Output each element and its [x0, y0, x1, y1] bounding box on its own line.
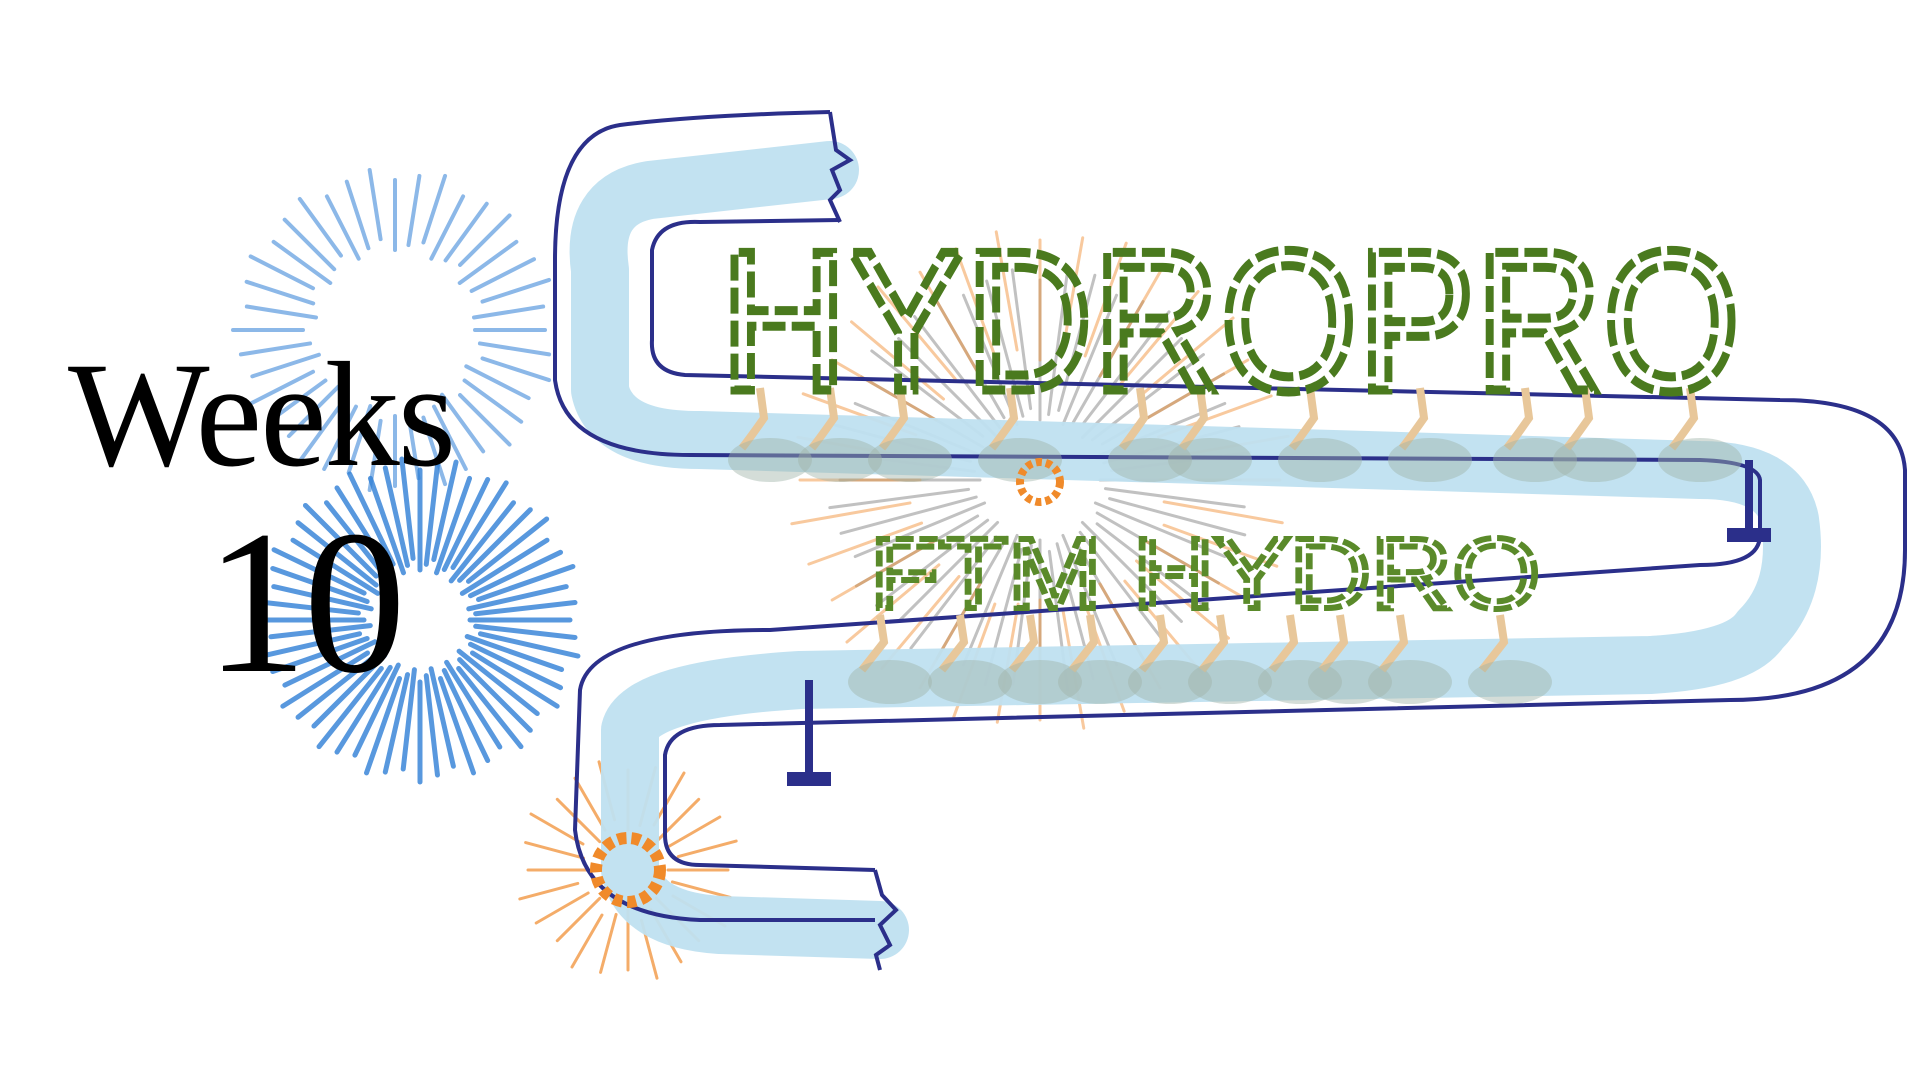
plant-root-icon: [1553, 387, 1637, 482]
firework-icon: [590, 832, 666, 908]
plant-root-icon: [1278, 387, 1362, 482]
plant-root-icon: [1258, 614, 1342, 704]
plant-root-icon: [798, 387, 882, 482]
plant-root-icon: [868, 387, 952, 482]
logo-title: HYDROPRO: [720, 210, 1740, 433]
plant-root-icon: [1388, 387, 1472, 482]
plant-roots-row-2: [848, 614, 1552, 704]
plant-root-icon: [998, 614, 1082, 704]
plant-root-icon: [1658, 387, 1742, 482]
plant-root-icon: [1128, 614, 1212, 704]
pipe-torn-end-top: [827, 111, 854, 223]
plant-root-icon: [1368, 614, 1452, 704]
plant-root-icon: [1168, 387, 1252, 482]
pipe-torn-end-bottom: [873, 869, 899, 971]
plant-roots-row-1: [728, 387, 1742, 482]
water-flow: [569, 141, 1821, 959]
valve-icon: [1727, 460, 1771, 542]
plant-root-icon: [1468, 614, 1552, 704]
plant-root-icon: [1108, 387, 1192, 482]
firework-icon: [231, 167, 552, 493]
pipe-outline: [553, 110, 1907, 922]
logo-subtitle: FTM HYDRO: [870, 518, 1540, 630]
plant-root-icon: [1188, 614, 1272, 704]
plant-root-icon: [1058, 614, 1142, 704]
plant-root-icon: [978, 387, 1062, 482]
firework-icon: [256, 456, 581, 785]
weeks-number: 10: [205, 489, 406, 716]
plant-root-icon: [928, 614, 1012, 704]
firework-icon: [1016, 458, 1064, 506]
valve-icon: [787, 680, 831, 786]
plant-root-icon: [1493, 387, 1577, 482]
weeks-label: Weeks: [68, 332, 456, 498]
plant-root-icon: [728, 387, 812, 482]
plant-root-icon: [848, 614, 932, 704]
plant-root-icon: [1308, 614, 1392, 704]
